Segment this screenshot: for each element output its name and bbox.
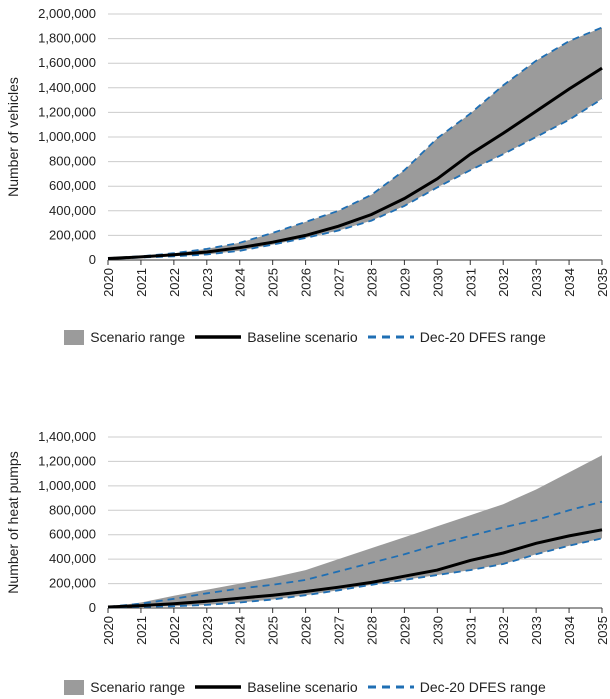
y-tick-label: 1,800,000 [38, 31, 96, 46]
x-tick-label: 2021 [134, 616, 149, 645]
x-tick-label: 2032 [496, 616, 511, 645]
x-tick-label: 2028 [364, 616, 379, 645]
legend-label-range: Scenario range [90, 329, 186, 345]
y-tick-label: 800,000 [49, 502, 96, 517]
y-tick-label: 1,400,000 [38, 429, 96, 444]
x-tick-label: 2034 [562, 268, 577, 297]
dfes-upper-line [107, 500, 603, 608]
legend-swatch-baseline [195, 685, 242, 689]
baseline-line [107, 528, 603, 609]
x-tick-label: 2033 [529, 616, 544, 645]
x-tick-label: 2029 [397, 268, 412, 297]
legend-label-baseline: Baseline scenario [247, 329, 358, 345]
y-tick-label: 400,000 [49, 551, 96, 566]
y-tick-label: 0 [89, 600, 96, 615]
legend-label-dfes: Dec-20 DFES range [419, 329, 546, 345]
legend-vehicles: Scenario range Baseline scenario Dec-20 … [0, 329, 610, 345]
x-tick-label: 2023 [200, 268, 215, 297]
scenario-range-area [108, 455, 602, 608]
legend-label-range: Scenario range [90, 679, 186, 695]
y-axis-label: Number of vehicles [5, 77, 21, 197]
legend-label-dfes: Dec-20 DFES range [419, 679, 546, 695]
x-tick-label: 2021 [134, 268, 149, 297]
y-tick-label: 600,000 [49, 178, 96, 193]
x-tick-label: 2035 [595, 268, 610, 297]
y-axis-label: Number of heat pumps [5, 451, 21, 593]
x-tick-label: 2026 [299, 268, 314, 297]
y-tick-label: 2,000,000 [38, 6, 96, 21]
x-tick-label: 2027 [332, 268, 347, 297]
x-tick-label: 2023 [200, 616, 215, 645]
chart-1: 0 200,000 400,000 600,000 800,000 1,000,000 1,… [5, 429, 610, 645]
x-tick-label: 2020 [101, 268, 116, 297]
legend-item-dfes: Dec-20 DFES range [367, 679, 546, 695]
y-tick-label: 200,000 [49, 576, 96, 591]
x-tick-label: 2031 [463, 268, 478, 297]
dfes-upper-line [107, 26, 603, 260]
x-tick-label: 2024 [233, 268, 248, 297]
legend-swatch-range [64, 679, 85, 695]
legend-swatch-baseline [195, 335, 242, 339]
legend-swatch-dfes [367, 335, 414, 339]
x-tick-label: 2031 [463, 616, 478, 645]
x-tick-label: 2027 [332, 616, 347, 645]
legend-heat-pumps: Scenario range Baseline scenario Dec-20 … [0, 679, 610, 695]
x-tick-label: 2025 [266, 616, 281, 645]
y-tick-label: 800,000 [49, 154, 96, 169]
y-tick-label: 600,000 [49, 527, 96, 542]
y-tick-label: 400,000 [49, 203, 96, 218]
legend-item-dfes: Dec-20 DFES range [367, 329, 546, 345]
x-tick-label: 2035 [595, 616, 610, 645]
x-tick-label: 2024 [233, 616, 248, 645]
legend-item-baseline: Baseline scenario [195, 329, 358, 345]
scenario-range-area [108, 27, 602, 259]
legend-item-range: Scenario range [64, 679, 185, 695]
legend-swatch-dfes [367, 685, 414, 689]
y-tick-label: 1,600,000 [38, 55, 96, 70]
legend-label-baseline: Baseline scenario [247, 679, 358, 695]
y-tick-label: 1,200,000 [38, 104, 96, 119]
x-tick-label: 2026 [299, 616, 314, 645]
x-tick-label: 2028 [364, 268, 379, 297]
legend-swatch-range [64, 329, 85, 345]
x-tick-label: 2025 [266, 268, 281, 297]
legend-item-baseline: Baseline scenario [195, 679, 358, 695]
x-tick-label: 2030 [430, 268, 445, 297]
x-tick-label: 2022 [167, 616, 182, 645]
chart-0: 0 200,000 400,000 600,000 800,000 1,000,000 1,… [5, 6, 610, 297]
x-tick-label: 2033 [529, 268, 544, 297]
x-tick-label: 2034 [562, 616, 577, 645]
x-tick-label: 2029 [397, 616, 412, 645]
x-tick-label: 2032 [496, 268, 511, 297]
legend-item-range: Scenario range [64, 329, 185, 345]
y-tick-label: 200,000 [49, 227, 96, 242]
y-tick-label: 0 [89, 252, 96, 267]
y-tick-label: 1,200,000 [38, 453, 96, 468]
y-tick-label: 1,000,000 [38, 478, 96, 493]
x-tick-label: 2030 [430, 616, 445, 645]
dfes-lower-line [107, 98, 603, 260]
y-tick-label: 1,000,000 [38, 129, 96, 144]
y-tick-label: 1,400,000 [38, 80, 96, 95]
x-tick-label: 2022 [167, 268, 182, 297]
baseline-line [107, 66, 603, 260]
x-tick-label: 2020 [101, 616, 116, 645]
